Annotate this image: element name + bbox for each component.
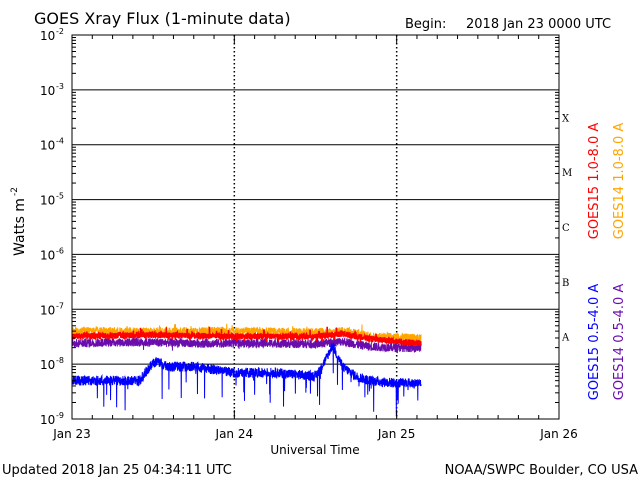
y-axis-label: Watts m bbox=[12, 198, 28, 256]
y-tick-label: 10 bbox=[40, 29, 55, 43]
flare-class-label: B bbox=[562, 278, 569, 289]
y-tick-label: 10 bbox=[40, 358, 55, 372]
begin-label: Begin: bbox=[405, 17, 446, 32]
y-tick-label-exponent: -2 bbox=[56, 27, 64, 36]
y-tick-label: 10 bbox=[40, 248, 55, 262]
y-tick-label: 10 bbox=[40, 139, 55, 153]
legend-label: GOES15 0.5-4.0 A bbox=[587, 284, 602, 401]
flare-class-label: X bbox=[562, 113, 570, 124]
flare-class-label: C bbox=[562, 223, 570, 234]
legend-label: GOES15 1.0-8.0 A bbox=[587, 123, 602, 240]
legend-entry: GOES14 1.0-8.0 A bbox=[612, 123, 627, 240]
x-tick-label: Jan 26 bbox=[539, 427, 578, 441]
begin-value: 2018 Jan 23 0000 UTC bbox=[466, 17, 611, 32]
updated-timestamp: Updated 2018 Jan 25 04:34:11 UTC bbox=[2, 463, 232, 478]
chart-title: GOES Xray Flux (1-minute data) bbox=[34, 9, 291, 28]
x-tick-label: Jan 23 bbox=[52, 427, 91, 441]
y-axis-label-group: Watts m -2 bbox=[10, 187, 28, 256]
y-tick-label: 10 bbox=[40, 194, 55, 208]
legend-entry: GOES15 1.0-8.0 A bbox=[587, 123, 602, 240]
y-axis-label-exponent: -2 bbox=[10, 187, 20, 196]
y-tick-label-exponent: -4 bbox=[56, 137, 64, 146]
x-tick-label: Jan 24 bbox=[215, 427, 254, 441]
legend-entry: GOES15 0.5-4.0 A bbox=[587, 284, 602, 401]
x-axis-label: Universal Time bbox=[270, 443, 359, 457]
x-tick-label: Jan 25 bbox=[377, 427, 416, 441]
series-line bbox=[71, 343, 422, 416]
legend-label: GOES14 0.5-4.0 A bbox=[612, 284, 627, 401]
series-line bbox=[71, 326, 422, 347]
y-tick-label: 10 bbox=[40, 413, 55, 427]
y-tick-label-exponent: -7 bbox=[56, 301, 64, 310]
credit-text: NOAA/SWPC Boulder, CO USA bbox=[445, 463, 638, 478]
legend-entry: GOES14 0.5-4.0 A bbox=[612, 284, 627, 401]
flare-class-label: A bbox=[561, 333, 570, 344]
series-line bbox=[71, 323, 422, 343]
flare-class-label: M bbox=[562, 168, 572, 179]
y-tick-label-exponent: -8 bbox=[56, 356, 64, 365]
plot-area bbox=[72, 35, 559, 419]
y-tick-label: 10 bbox=[40, 303, 55, 317]
legend-label: GOES14 1.0-8.0 A bbox=[612, 123, 627, 240]
y-tick-label-exponent: -6 bbox=[56, 246, 64, 255]
y-tick-label: 10 bbox=[40, 84, 55, 98]
y-tick-label-exponent: -5 bbox=[56, 192, 64, 201]
y-tick-label-exponent: -3 bbox=[56, 82, 64, 91]
y-tick-label-exponent: -9 bbox=[56, 411, 64, 420]
series-line bbox=[71, 331, 422, 354]
